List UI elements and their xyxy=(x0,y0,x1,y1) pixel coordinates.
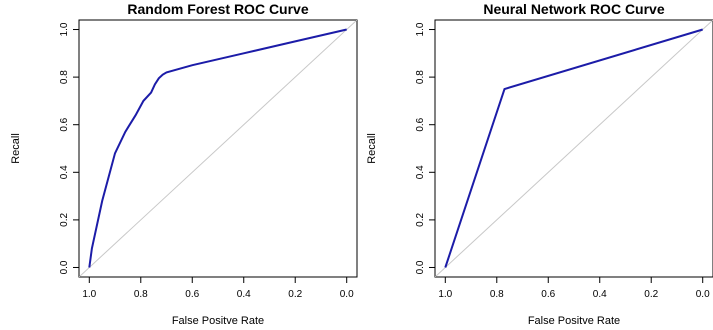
x-tick-label: 0.0 xyxy=(340,289,354,300)
y-tick-label: 1.0 xyxy=(415,22,426,36)
roc-panel-1: 1.0 0.8 0.6 0.4 0.2 0.0 0.0 0.2 0.4 0.6 0.8 1.0 Rand… xyxy=(10,1,358,327)
y-tick-label: 0.8 xyxy=(415,70,426,84)
x-tick-label: 1.0 xyxy=(82,289,96,300)
chart-title: Random Forest ROC Curve xyxy=(127,1,308,17)
x-tick-label: 0.4 xyxy=(593,289,607,300)
y-tick-label: 1.0 xyxy=(59,22,70,36)
plot-frame xyxy=(78,19,358,278)
x-tick-label: 0.6 xyxy=(541,289,555,300)
y-tick-label: 0.2 xyxy=(415,213,426,227)
x-tick-label: 0.4 xyxy=(237,289,251,300)
y-tick-label: 0.4 xyxy=(415,165,426,179)
x-tick-label: 0.8 xyxy=(134,289,148,300)
roc-panel-2: 1.0 0.8 0.6 0.4 0.2 0.0 0.0 0.2 0.4 0.6 0.8 1.0 Neur… xyxy=(366,1,713,327)
x-tick-label: 1.0 xyxy=(438,289,452,300)
y-tick-label: 0.6 xyxy=(415,117,426,131)
plot-frame xyxy=(434,19,713,278)
roc-curve-line xyxy=(444,28,703,268)
roc-curve-line xyxy=(88,28,347,268)
y-tick-label: 0.2 xyxy=(59,213,70,227)
x-axis-label: False Positve Rate xyxy=(172,315,264,327)
y-tick-label: 0.0 xyxy=(415,260,426,274)
x-tick-label: 0.6 xyxy=(185,289,199,300)
y-tick-label: 0.4 xyxy=(59,165,70,179)
y-tick-label: 0.0 xyxy=(59,260,70,274)
y-axis-label: Recall xyxy=(366,133,378,164)
chart-title: Neural Network ROC Curve xyxy=(483,1,664,17)
x-tick-label: 0.2 xyxy=(644,289,658,300)
reference-diagonal-line xyxy=(435,20,713,277)
x-axis-label: False Positve Rate xyxy=(528,315,620,327)
x-tick-label: 0.0 xyxy=(696,289,710,300)
reference-diagonal-line xyxy=(79,20,357,277)
x-tick-label: 0.8 xyxy=(490,289,504,300)
y-tick-label: 0.8 xyxy=(59,70,70,84)
y-axis-label: Recall xyxy=(10,133,22,164)
x-tick-label: 0.2 xyxy=(288,289,302,300)
y-tick-label: 0.6 xyxy=(59,117,70,131)
